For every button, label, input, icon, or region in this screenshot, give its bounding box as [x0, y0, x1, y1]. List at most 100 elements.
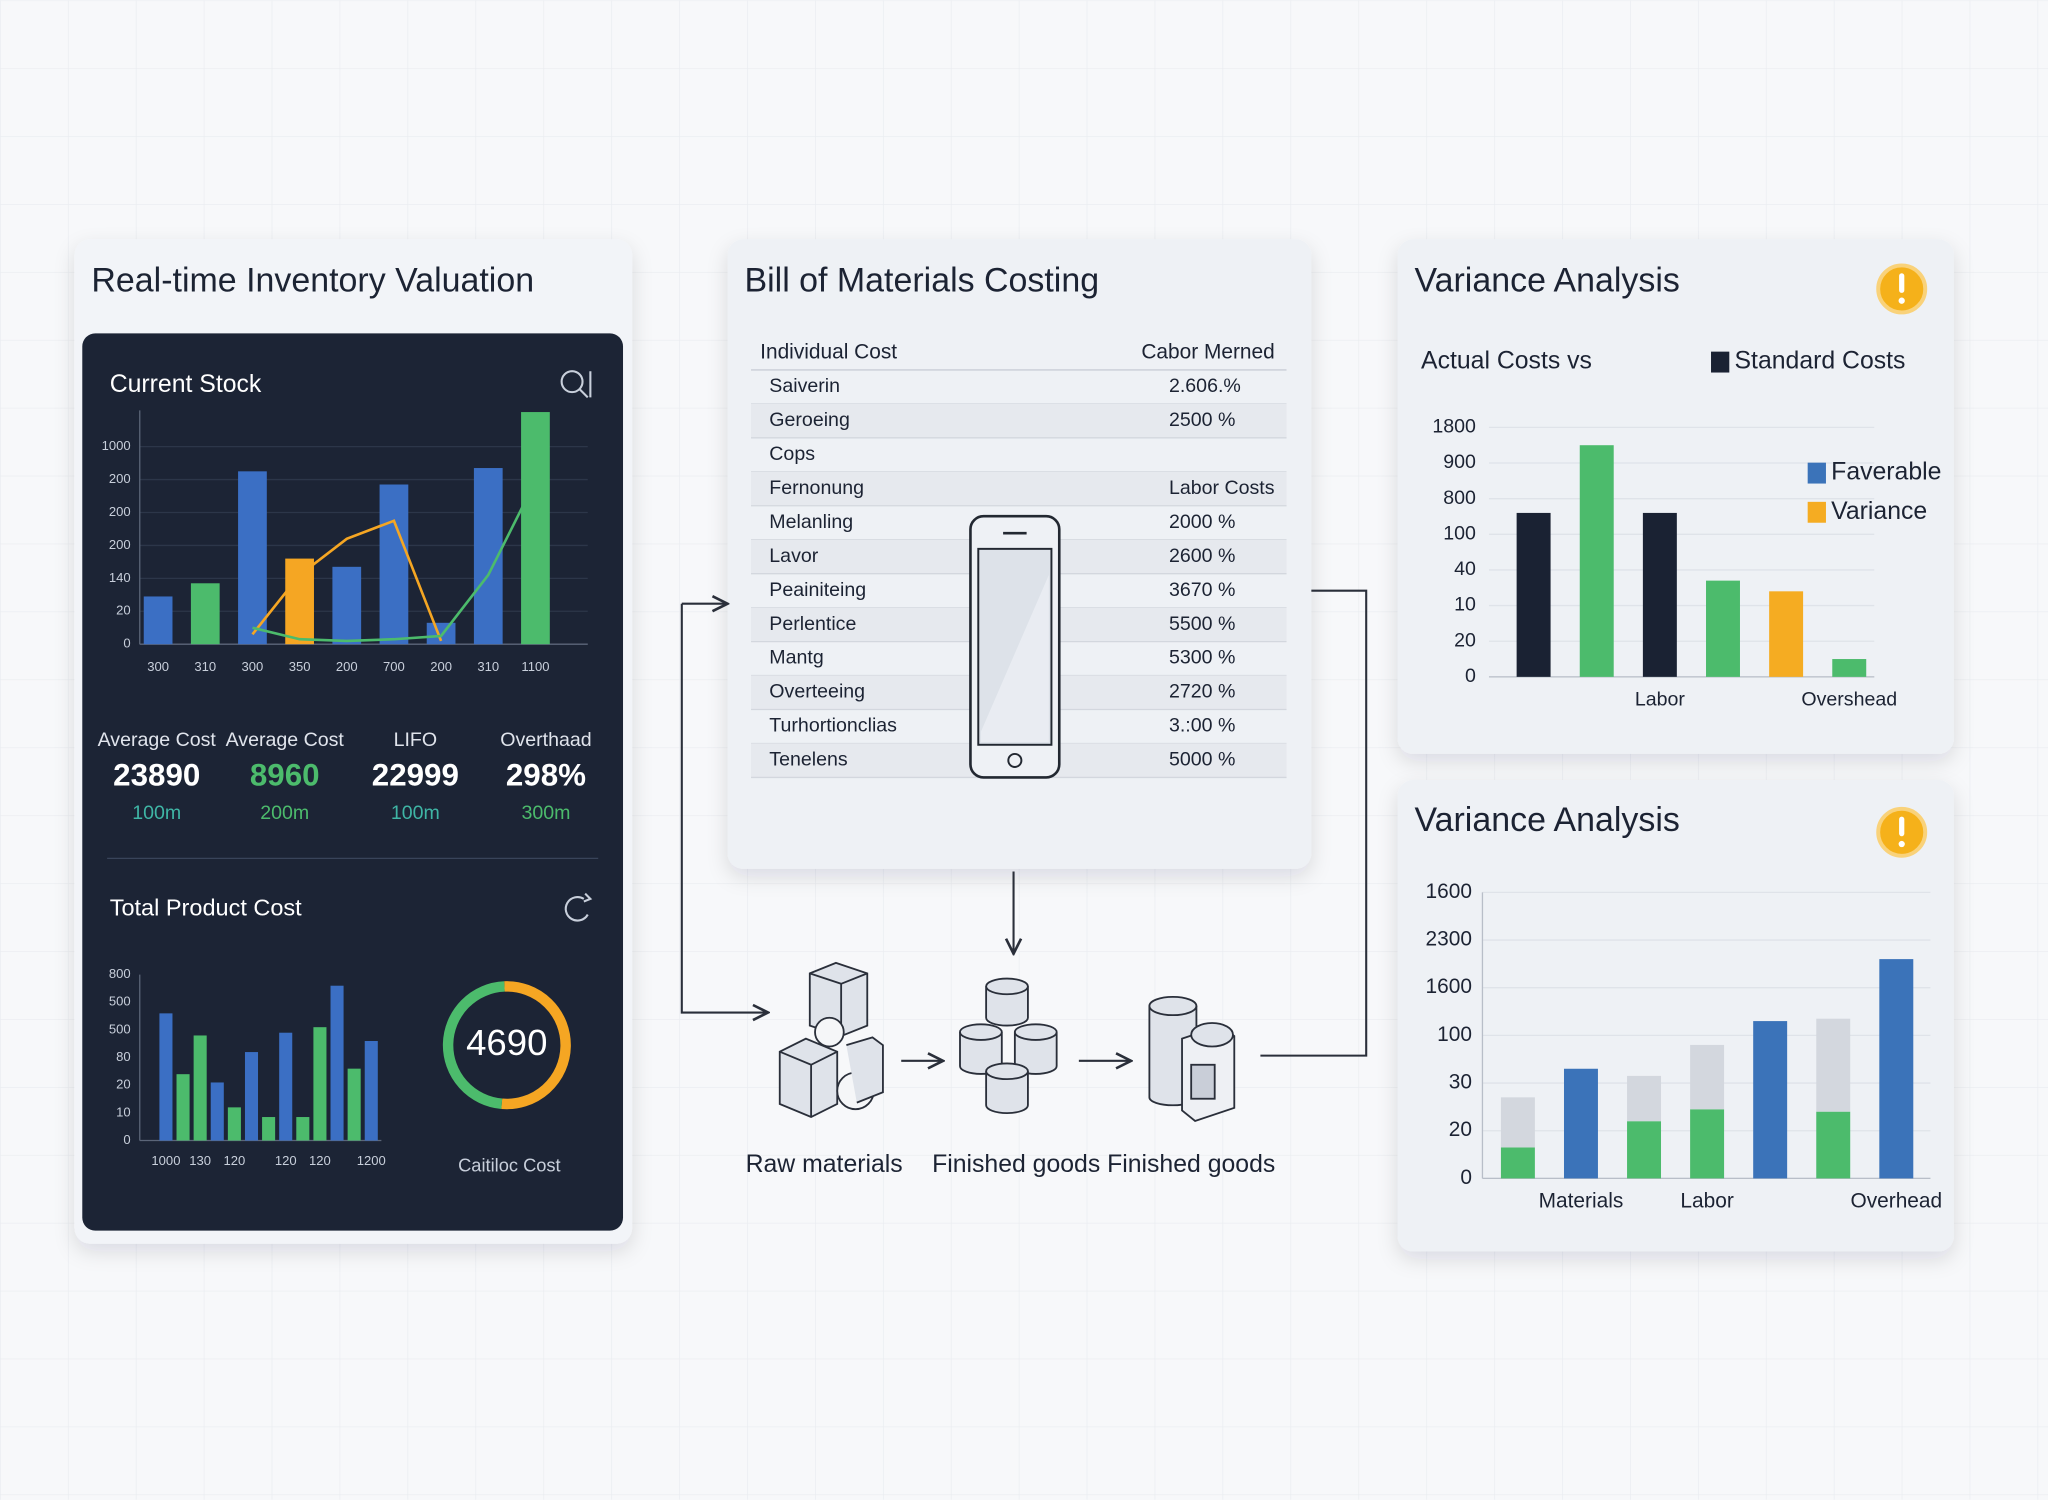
bar-segment — [1690, 1109, 1725, 1179]
bar-segment — [1690, 1044, 1725, 1110]
stat-sub: 300m — [521, 802, 570, 824]
bar-segment — [1753, 1021, 1788, 1179]
x-tick-label: 200 — [336, 659, 358, 674]
y-tick-label: 20 — [1454, 629, 1476, 651]
bar — [379, 484, 409, 645]
table-row-bg — [751, 471, 1287, 506]
bar — [210, 1082, 224, 1141]
bar — [244, 1052, 259, 1141]
table-cell: 5300 % — [1169, 647, 1235, 669]
y-tick-label: 10 — [1454, 594, 1476, 616]
bar — [1832, 659, 1867, 677]
bar-segment — [1816, 1018, 1851, 1112]
legend-swatch — [1807, 462, 1826, 484]
gauge-arc — [501, 981, 571, 1110]
bar — [364, 1041, 378, 1141]
legend-label: Standard Costs — [1735, 348, 1906, 375]
y-tick-label: 20 — [1449, 1118, 1472, 1141]
y-tick-label: 30 — [1449, 1071, 1472, 1094]
x-tick-label: 1000 — [151, 1153, 180, 1168]
y-tick-label: 10 — [116, 1104, 131, 1119]
stat-label: LIFO — [394, 729, 438, 751]
y-tick-label: 800 — [1443, 487, 1476, 509]
search-icon — [560, 370, 592, 399]
warning-icon — [1876, 806, 1928, 858]
y-tick-label: 40 — [1454, 558, 1476, 580]
table-cell: Cops — [769, 443, 815, 465]
y-tick-label: 0 — [123, 1132, 130, 1147]
bar — [262, 1117, 276, 1141]
x-tick-label: 300 — [242, 659, 264, 674]
x-tick-label: 310 — [477, 659, 499, 674]
warning-icon — [1876, 263, 1928, 315]
y-tick-label: 20 — [116, 1077, 131, 1092]
stat-value: 298% — [506, 758, 586, 793]
bar — [347, 1068, 361, 1141]
table-cell: 3670 % — [1169, 579, 1235, 601]
chart-subtitle: Actual Costs vs — [1421, 348, 1592, 375]
card-title: Variance Analysis — [1415, 801, 1680, 839]
y-tick-label: 100 — [1437, 1023, 1472, 1046]
raw-materials-icon — [778, 961, 884, 1119]
bar — [296, 1117, 310, 1141]
y-tick-label: 100 — [1443, 522, 1476, 544]
bar — [521, 412, 550, 645]
bar — [279, 1032, 293, 1141]
refresh-icon — [564, 892, 593, 922]
bar — [190, 583, 220, 645]
stat-sub: 100m — [391, 802, 440, 824]
panel-title: Total Product Cost — [110, 895, 302, 921]
bar-segment — [1627, 1121, 1662, 1179]
table-cell: Peainiteing — [769, 579, 866, 601]
y-tick-label: 200 — [109, 537, 131, 552]
x-tick-label: 120 — [275, 1153, 297, 1168]
x-tick-label: Overhead — [1850, 1189, 1942, 1212]
table-cell: 5000 % — [1169, 749, 1235, 771]
gauge-arc — [442, 981, 505, 1109]
stat-value: 22999 — [372, 758, 459, 793]
card-title: Bill of Materials Costing — [744, 261, 1099, 299]
table-cell: Tenelens — [769, 749, 848, 771]
stat-value: 23890 — [113, 758, 200, 793]
goods-icon — [959, 977, 1058, 1115]
y-tick-label: 0 — [123, 636, 130, 651]
table-cell: 2720 % — [1169, 681, 1235, 703]
table-header: Cabor Merned — [1141, 340, 1274, 363]
y-tick-label: 80 — [116, 1049, 131, 1064]
x-tick-label: Labor — [1635, 689, 1686, 711]
bar — [1516, 512, 1551, 677]
y-tick-label: 140 — [109, 570, 131, 585]
bar — [238, 471, 267, 645]
x-tick-label: 120 — [309, 1153, 331, 1168]
table-row-bg — [751, 403, 1287, 438]
table-cell: Melanling — [769, 511, 853, 533]
finished-icon — [1148, 995, 1236, 1122]
bar — [1642, 512, 1677, 677]
table-cell: Lavor — [769, 545, 818, 567]
y-tick-label: 1800 — [1432, 416, 1476, 438]
flow-label: Raw materials — [746, 1151, 903, 1178]
bar — [313, 1027, 327, 1141]
bom-table: Individual Cost Cabor Merned Saiverin 2.606… — [751, 340, 1287, 779]
x-tick-label: 350 — [289, 659, 311, 674]
bar — [143, 596, 173, 645]
x-tick-label: 700 — [383, 659, 405, 674]
table-cell: 3.:00 % — [1169, 715, 1235, 737]
y-tick-label: 1600 — [1426, 975, 1472, 998]
table-header: Individual Cost — [760, 340, 897, 363]
bar — [285, 558, 314, 645]
y-tick-label: 2300 — [1426, 928, 1472, 951]
card-title: Variance Analysis — [1415, 261, 1680, 299]
x-tick-label: 120 — [223, 1153, 245, 1168]
bar — [176, 1074, 190, 1141]
bar-segment — [1500, 1147, 1535, 1179]
bar-segment — [1816, 1111, 1851, 1179]
x-tick-label: 310 — [194, 659, 216, 674]
x-tick-label: 200 — [430, 659, 452, 674]
legend-swatch — [1711, 351, 1730, 373]
gauge-value: 4690 — [466, 1022, 547, 1063]
x-tick-label: 300 — [147, 659, 169, 674]
flow-connectors — [680, 589, 1368, 1061]
bar — [1706, 580, 1740, 677]
